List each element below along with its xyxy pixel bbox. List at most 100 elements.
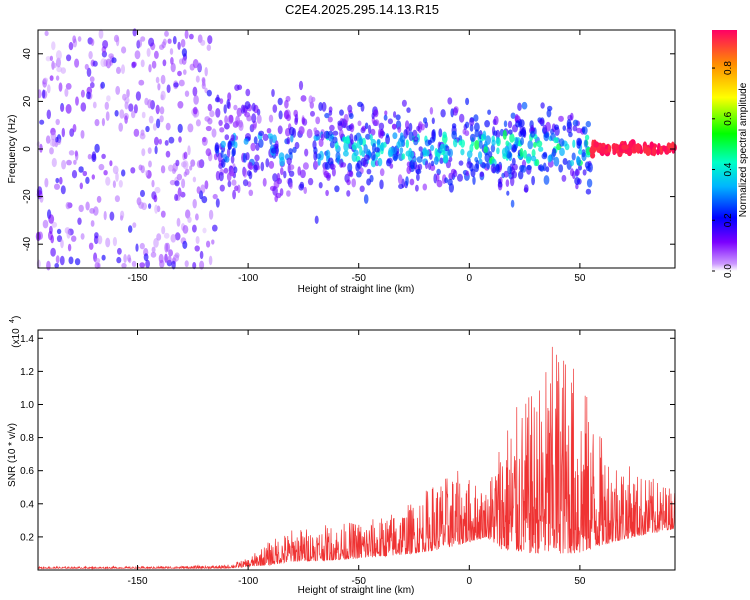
spectrogram-cell xyxy=(120,210,125,219)
spectrogram-cell xyxy=(299,169,306,179)
spectrogram-cell xyxy=(141,111,146,119)
spectrogram-cell xyxy=(458,135,463,142)
spectrogram-cell xyxy=(204,180,209,190)
spectrogram-cell xyxy=(304,148,309,157)
spectrogram-cell xyxy=(585,120,591,128)
spectrogram-cell xyxy=(442,131,447,139)
spectrogram-cell xyxy=(171,260,176,270)
spectrogram-cell xyxy=(277,97,283,106)
spectrogram-cell xyxy=(85,201,90,211)
spectrogram-cell xyxy=(533,141,537,148)
spectrogram-cell xyxy=(146,48,151,57)
spectrogram-cell xyxy=(364,122,369,130)
spectrogram-cell xyxy=(348,113,354,119)
spectrogram-cell xyxy=(140,59,145,68)
spectrogram-cell xyxy=(154,186,161,194)
spectrogram-cell xyxy=(397,174,403,185)
spectrogram-cell xyxy=(280,167,284,176)
spectrogram-cell xyxy=(207,103,213,112)
spectrogram-cell xyxy=(379,179,384,190)
spectrogram-cell xyxy=(276,172,281,182)
spectrogram-cell xyxy=(378,128,382,138)
spectrogram-cell xyxy=(136,39,143,48)
spectrogram-cell xyxy=(79,182,84,190)
snr-y-ticks: 0.2 0.4 0.6 0.8 1.0 1.2 1.4 xyxy=(20,334,675,543)
y-tick-label: -20 xyxy=(22,189,33,204)
spectrogram-cell xyxy=(86,91,91,100)
spectrogram-cell xyxy=(119,109,125,119)
spectrogram-cell xyxy=(415,184,419,192)
spectrogram-cell xyxy=(538,119,545,125)
spectrogram-cell xyxy=(256,114,262,124)
spectrogram-cell xyxy=(258,130,265,136)
spectrogram-cell xyxy=(303,186,308,194)
spectrogram-cell xyxy=(366,168,372,175)
spectrogram-cell xyxy=(482,130,487,140)
spectrogram-cell xyxy=(181,48,187,57)
spectrogram-cell xyxy=(275,192,282,199)
spectrogram-cell xyxy=(373,119,380,127)
spectrogram-cell xyxy=(503,170,509,178)
spectrogram-cell xyxy=(177,101,184,109)
spectrogram-cell xyxy=(250,142,256,152)
spectrogram-cell xyxy=(329,124,335,132)
spectrogram-cell xyxy=(543,175,550,185)
spectrogram-cell xyxy=(219,184,225,192)
spectrogram-cell xyxy=(176,217,181,227)
spectrogram-cell xyxy=(50,235,54,244)
spectrogram-cell xyxy=(190,159,196,167)
spectrogram-cell xyxy=(395,114,401,121)
spectrogram-cell xyxy=(343,113,349,124)
spectrogram-cell xyxy=(478,140,483,149)
spectrogram-cell xyxy=(307,177,314,186)
spectrogram-cell xyxy=(469,117,475,127)
spectrogram-cell xyxy=(94,257,101,264)
spectrogram-cell xyxy=(343,150,349,157)
spectrogram-cell xyxy=(121,169,126,177)
spectrogram-cell xyxy=(262,133,269,141)
spectrogram-cell xyxy=(561,174,567,182)
spectrogram-cell xyxy=(380,128,384,136)
spectrogram-cell xyxy=(36,259,41,269)
spectrogram-cell xyxy=(138,79,145,86)
spectrogram-cell xyxy=(481,162,487,169)
spectrogram-cell xyxy=(393,111,397,118)
spectrogram-cell xyxy=(164,253,168,263)
spectrogram-cell xyxy=(517,102,522,112)
spectrogram-cell xyxy=(94,119,100,127)
spectrogram-cell xyxy=(199,260,205,270)
spectrogram-cell xyxy=(72,124,77,133)
spectrogram-cell xyxy=(571,152,576,161)
spectrogram-cell xyxy=(94,232,99,239)
spectrogram-cell xyxy=(215,108,221,118)
spectrogram-cell xyxy=(519,119,525,128)
spectrogram-cell xyxy=(46,260,51,271)
spectrogram-cell xyxy=(173,82,179,88)
snr-scale-base: (x10 xyxy=(11,328,22,348)
spectrogram-cell xyxy=(351,178,357,188)
spectrogram-cell xyxy=(206,89,212,97)
spectrogram-cell xyxy=(240,104,246,114)
spectrogram-cell xyxy=(370,151,376,161)
spectrogram-cell xyxy=(652,146,657,157)
spectrogram-cell xyxy=(515,136,519,146)
spectrogram-cell xyxy=(49,225,53,235)
spectrogram-cell xyxy=(47,84,51,94)
colorbar: 0.0 0.2 0.4 0.6 0.8 Normalized spectral ampl… xyxy=(712,30,749,278)
spectrogram-cell xyxy=(204,67,208,77)
spectrogram-cell xyxy=(145,125,150,133)
spectrogram-cell xyxy=(184,260,189,268)
spectrogram-cell xyxy=(202,227,207,234)
spectrogram-cell xyxy=(424,160,429,170)
spectrogram-cell xyxy=(530,130,535,138)
spectrogram-cell xyxy=(501,147,508,157)
spectrogram-cell xyxy=(44,177,49,188)
spectrogram-cell xyxy=(143,253,149,262)
spectrogram-cell xyxy=(406,166,412,175)
spectrogram-cell xyxy=(448,156,453,162)
x-tick-label: -150 xyxy=(128,576,148,587)
spectrogram-cell xyxy=(206,44,211,51)
spectrogram-cell xyxy=(430,160,435,167)
spectrogram-cell xyxy=(486,161,490,170)
spectrogram-cell xyxy=(429,107,434,115)
